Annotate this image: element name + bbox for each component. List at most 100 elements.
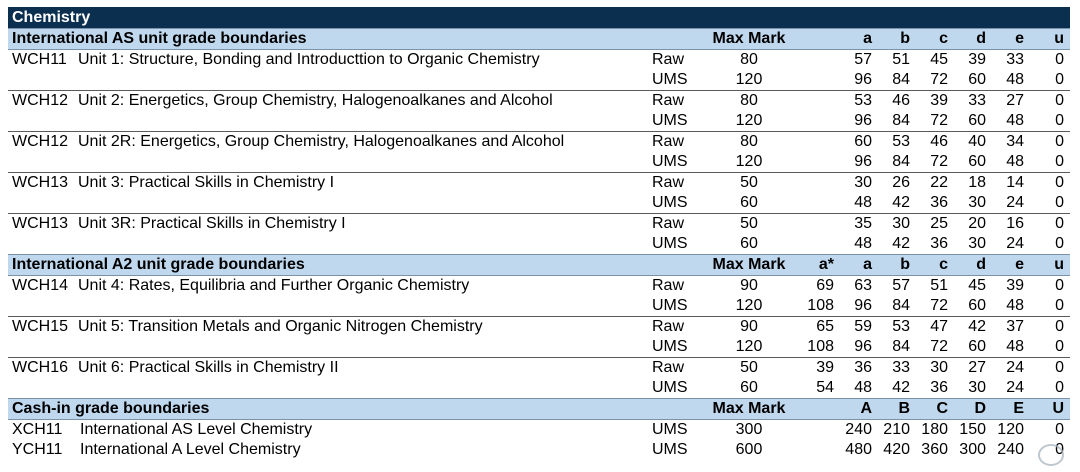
grade-value: 180 [921,421,948,438]
unit-description: WCH16 Unit 6: Practical Skills in Chemist… [8,357,646,378]
unit-description: WCH11 Unit 1: Structure, Bonding and Intr… [8,50,646,71]
grade-value-blank [790,111,840,132]
grade-value: 48 [1006,71,1024,88]
grade-value-blank [790,70,840,91]
max-mark-header: Max Mark [708,28,790,50]
max-mark: 50 [708,357,790,378]
grade-value: 300 [959,441,986,458]
grade-value: 54 [816,379,834,396]
unit-raw-row: WCH15 Unit 5: Transition Metals and Organ… [8,316,1070,337]
max-mark: 80 [740,51,758,68]
unit-name: Unit 6: Practical Skills in Chemistry II [78,359,339,376]
max-mark: 600 [735,441,763,458]
unit-name: Unit 2R: Energetics, Group Chemistry, Ha… [78,133,565,150]
grade-value: 46 [878,90,916,111]
grade-value: 0 [1030,172,1070,193]
max-mark: 120 [735,338,763,355]
grade-value: 53 [878,131,916,152]
unit-raw-row: WCH11 Unit 1: Structure, Bonding and Intr… [8,50,1070,71]
mark-type: UMS [652,338,688,355]
grade-value: 24 [992,357,1030,378]
unit-description [8,111,646,132]
unit-description [8,337,646,358]
as-header-row: International AS unit grade boundaries Ma… [8,28,1070,50]
grade-header-blank [790,398,840,420]
grade-boundaries-table: International AS unit grade boundaries Ma… [8,28,1070,460]
grade-value: 48 [854,235,872,252]
grade-header: C [916,398,954,420]
grade-value: 37 [992,316,1030,337]
max-mark: 120 [735,153,763,170]
grade-value: 22 [916,172,954,193]
grade-value: 53 [878,316,916,337]
grade-value: 0 [1055,71,1064,88]
max-mark-header: Max Mark [708,254,790,276]
grade-value-blank [790,131,840,152]
grade-value: 27 [954,357,992,378]
grade-header: D [954,398,992,420]
grade-value: 24 [1006,379,1024,396]
unit-ums-row: UMS 120 96 84 72 60 48 0 [8,152,1070,173]
grade-header-blank [790,28,840,50]
max-mark: 60 [740,379,758,396]
unit-description: WCH13 Unit 3: Practical Skills in Chemist… [8,172,646,193]
grade-value: 47 [916,316,954,337]
grade-value: 53 [840,90,878,111]
mark-type: Raw [646,213,708,234]
unit-code: WCH16 [12,359,69,376]
grade-value: 0 [1055,235,1064,252]
grade-value: 0 [1055,153,1064,170]
unit-raw-row: WCH13 Unit 3: Practical Skills in Chemist… [8,172,1070,193]
grade-header: u [1030,28,1070,50]
grade-value: 30 [878,213,916,234]
grade-value-blank [790,90,840,111]
unit-name: Unit 2: Energetics, Group Chemistry, Hal… [78,92,553,109]
grade-value: 25 [916,213,954,234]
mark-type: UMS [652,112,688,129]
max-mark: 120 [735,112,763,129]
grade-value: 0 [1055,338,1064,355]
unit-raw-row: WCH14 Unit 4: Rates, Equilibria and Furth… [8,276,1070,297]
max-mark: 90 [708,316,790,337]
grade-value-blank [790,50,840,71]
grade-value: 84 [892,112,910,129]
max-mark: 60 [740,235,758,252]
grade-value: 0 [1030,131,1070,152]
grade-value: 150 [959,421,986,438]
grade-value: 96 [854,153,872,170]
unit-ums-row: UMS 60 48 42 36 30 24 0 [8,234,1070,255]
grade-value: 360 [921,441,948,458]
grade-value: 60 [968,112,986,129]
header-blank [646,254,708,276]
grade-value: 72 [930,338,948,355]
grade-value: 420 [883,441,910,458]
grade-value: 51 [930,277,948,294]
grade-value: 120 [997,421,1024,438]
grade-header: c [916,254,954,276]
unit-description [8,152,646,173]
grade-value-blank [790,234,840,255]
grade-header: b [878,28,916,50]
grade-value: 51 [892,51,910,68]
grade-value: 69 [816,277,834,294]
unit-name: International A Level Chemistry [80,441,301,458]
grade-value: 18 [954,172,992,193]
grade-header: E [992,398,1030,420]
max-mark-header: Max Mark [708,398,790,420]
section-title: Cash-in grade boundaries [8,398,646,420]
grade-value: 24 [1006,235,1024,252]
grade-value: 84 [892,71,910,88]
cashin-header-row: Cash-in grade boundaries Max Mark A B C D E U [8,398,1070,420]
grade-header: d [954,28,992,50]
grade-value: 57 [892,277,910,294]
grade-value: 57 [854,51,872,68]
grade-header: a [840,254,878,276]
grade-value: 39 [790,357,840,378]
unit-name: Unit 3: Practical Skills in Chemistry I [78,174,335,191]
grade-value: 84 [892,153,910,170]
grade-value: 42 [892,235,910,252]
grade-value: 96 [854,338,872,355]
grade-value: 0 [1055,277,1064,294]
grade-value-blank [790,172,840,193]
mark-type: UMS [652,297,688,314]
